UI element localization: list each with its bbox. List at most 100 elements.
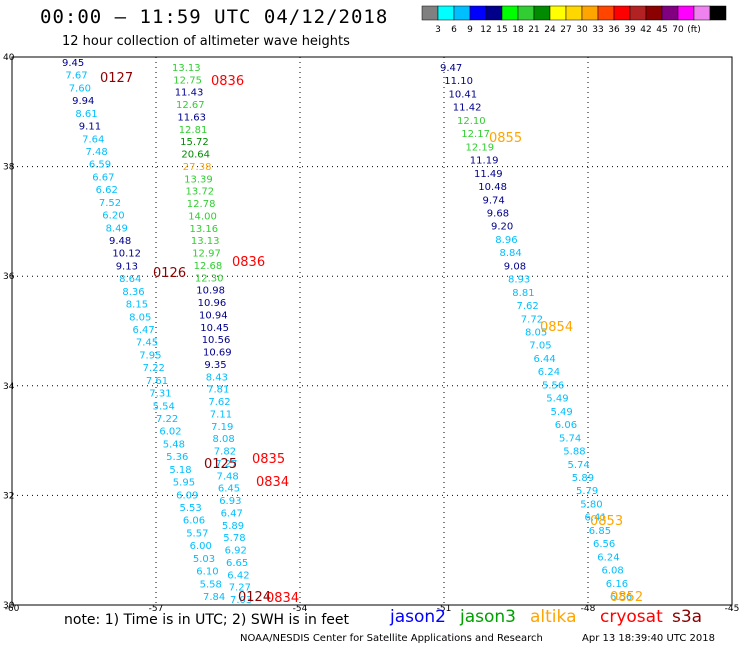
pass-time-label: 0124 — [238, 590, 271, 605]
color-scale-label: 27 — [560, 25, 571, 35]
wave-height-value: 7.72 — [521, 314, 543, 325]
wave-height-value: 8.08 — [213, 434, 235, 445]
wave-height-value: 13.16 — [190, 224, 219, 235]
color-swatch — [549, 5, 567, 21]
wave-height-value: 11.49 — [474, 169, 503, 180]
wave-height-value: 5.74 — [568, 460, 590, 471]
color-scale-label: 30 — [576, 25, 588, 35]
color-scale-label: 9 — [467, 25, 473, 35]
wave-height-value: 7.45 — [136, 338, 158, 349]
wave-height-value: 15.72 — [180, 137, 209, 148]
wave-height-value: 6.47 — [221, 508, 243, 519]
wave-height-value: 10.96 — [198, 298, 227, 309]
legend-item-jason2: jason2 — [390, 607, 446, 627]
wave-height-value: 9.20 — [491, 222, 513, 233]
latitude-tick-label: 32 — [3, 491, 14, 501]
legend-item-cryosat: cryosat — [600, 607, 663, 627]
wave-height-value: 6.08 — [602, 566, 624, 577]
wave-height-value: 7.82 — [214, 447, 236, 458]
wave-height-value: 10.56 — [202, 335, 231, 346]
color-scale-label: 15 — [496, 25, 507, 35]
wave-height-value: 10.12 — [112, 249, 141, 260]
wave-height-value: 5.36 — [166, 452, 188, 463]
wave-height-value: 7.31 — [149, 389, 171, 400]
wave-height-value: 5.48 — [163, 439, 185, 450]
legend-item-altika: altika — [530, 607, 577, 627]
wave-height-value: 11.42 — [453, 103, 482, 114]
pass-time-label: 0855 — [489, 131, 522, 146]
page-subtitle: 12 hour collection of altimeter wave hei… — [62, 34, 350, 49]
pass-time-label: 0834 — [266, 591, 299, 606]
wave-height-value: 5.03 — [193, 554, 215, 565]
wave-height-value: 12.19 — [466, 142, 495, 153]
wave-height-value: 6.92 — [225, 546, 247, 557]
wave-height-value: 6.85 — [589, 526, 611, 537]
wave-height-value: 6.00 — [190, 541, 212, 552]
wave-height-value: 5.80 — [580, 499, 602, 510]
legend-item-jason3: jason3 — [460, 607, 516, 627]
wave-height-value: 5.18 — [169, 465, 191, 476]
footer-note: note: 1) Time is in UTC; 2) SWH is in fe… — [64, 612, 350, 628]
color-scale-label: 36 — [608, 25, 620, 35]
color-swatch — [469, 5, 487, 21]
wave-height-value: 6.24 — [538, 367, 560, 378]
latitude-tick-label: 40 — [3, 53, 15, 63]
wave-height-value: 12.30 — [195, 273, 224, 284]
longitude-tick-label: -51 — [437, 604, 452, 614]
wave-height-value: 12.17 — [461, 129, 490, 140]
wave-height-value: 8.43 — [206, 372, 228, 383]
pass-time-label: 0127 — [100, 71, 133, 86]
pass-time-label: 0853 — [590, 514, 623, 529]
wave-height-value: 6.09 — [176, 490, 198, 501]
wave-height-value: 11.19 — [470, 156, 499, 167]
color-scale-label: 39 — [624, 25, 636, 35]
color-scale-bar: 3 6 9 12 15 18 21 24 27 30 33 36 39 42 45 70 (ft) — [421, 5, 727, 35]
pass-time-label: 0854 — [540, 320, 573, 335]
wave-height-value: 9.11 — [79, 122, 101, 133]
color-swatch — [565, 5, 583, 21]
wave-height-value: 5.78 — [223, 533, 245, 544]
wave-height-value: 8.05 — [129, 312, 151, 323]
wave-height-value: 11.63 — [177, 113, 206, 124]
wave-height-value: 10.41 — [449, 90, 478, 101]
pass-time-label: 0125 — [204, 457, 237, 472]
pass-time-label: 0835 — [252, 452, 285, 467]
wave-height-value: 8.05 — [525, 328, 547, 339]
wave-height-value: 5.79 — [576, 486, 598, 497]
wave-height-value: 6.65 — [226, 558, 248, 569]
color-swatch — [709, 5, 727, 21]
color-scale-label: 12 — [480, 25, 491, 35]
footer-credit: NOAA/NESDIS Center for Satellite Applica… — [240, 633, 543, 644]
latitude-tick-label: 38 — [3, 163, 15, 173]
wave-height-value: 7.62 — [517, 301, 539, 312]
wave-height-value: 6.44 — [534, 354, 556, 365]
wave-height-value: 6.45 — [218, 484, 240, 495]
color-scale-label: 24 — [544, 25, 556, 35]
color-swatch — [693, 5, 711, 21]
color-swatch — [485, 5, 503, 21]
color-scale-label: 45 — [656, 25, 667, 35]
wave-height-value: 8.84 — [500, 248, 522, 259]
wave-height-value: 13.39 — [184, 174, 213, 185]
wave-height-value: 7.27 — [215, 459, 237, 470]
wave-height-value: 20.64 — [181, 150, 210, 161]
wave-height-value: 9.68 — [487, 209, 509, 220]
wave-height-value: 6.56 — [610, 592, 632, 603]
wave-height-value: 6.41 — [585, 513, 607, 524]
wave-height-value: 8.64 — [119, 274, 141, 285]
wave-height-value: 13.13 — [172, 63, 201, 74]
wave-height-value: 8.36 — [122, 287, 144, 298]
wave-height-value: 8.81 — [512, 288, 534, 299]
wave-height-value: 6.20 — [102, 211, 124, 222]
wave-height-value: 9.74 — [483, 195, 505, 206]
wave-height-value: 6.24 — [597, 552, 619, 563]
wave-height-value: 6.56 — [593, 539, 615, 550]
wave-height-value: 8.15 — [126, 300, 148, 311]
color-scale-label: 18 — [512, 25, 524, 35]
color-swatch — [533, 5, 551, 21]
wave-height-value: 5.56 — [542, 380, 564, 391]
wave-height-value: 6.42 — [227, 570, 249, 581]
wave-height-value: 6.59 — [89, 160, 111, 171]
